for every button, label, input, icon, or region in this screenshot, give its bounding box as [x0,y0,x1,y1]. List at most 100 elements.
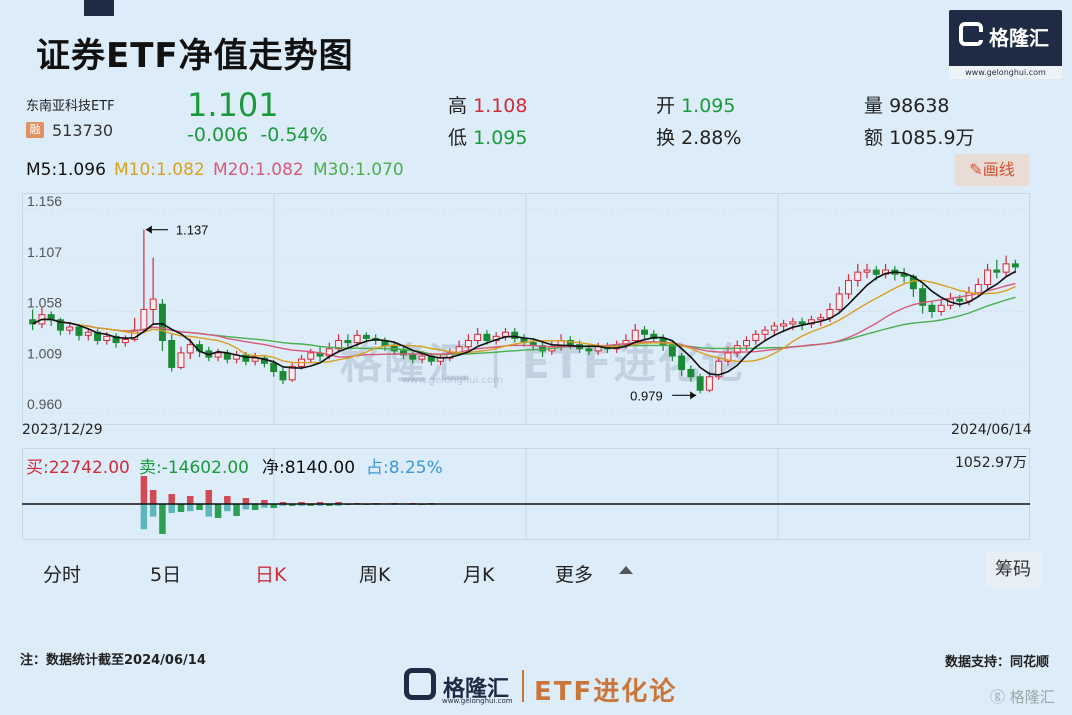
candle-body [752,333,760,342]
candle-body [585,348,593,352]
tab-5day[interactable]: 5日 [150,564,182,586]
candle-body [919,288,927,306]
footer-series: ETF进化论 [534,677,678,707]
candle-body [103,335,111,342]
draw-line-button[interactable]: ✎画线 [955,154,1029,186]
annotation-low: 0.979 [630,388,663,403]
candle [882,263,890,279]
candle [501,328,509,341]
caret-up-icon[interactable] [619,566,633,574]
candle [29,309,37,331]
y-tick-3: 1.009 [27,345,62,361]
open-label: 开 [656,95,676,117]
candle [270,360,278,377]
candle [770,321,778,337]
candle [715,357,723,380]
data-source: 数据支持：同花顺 [945,655,1050,670]
candle [233,350,241,364]
corner-watermark: ⓖ 格隆汇 [990,686,1055,707]
candle [845,274,852,300]
flow-bar [261,500,268,504]
high-label: 高 [448,95,468,117]
watermark-url: www.gelonghui.com [402,375,503,386]
flow-bar [316,502,324,504]
tab-intraday[interactable]: 分时 [43,564,82,586]
flow-bar-cyan [261,504,268,508]
candle [900,268,908,283]
y-tick-1: 1.107 [27,244,62,260]
change-percent: -0.54% [260,124,328,146]
candle-body [696,376,704,391]
candle-body [974,284,982,294]
flow-bar-cyan [140,504,148,530]
candle-body [724,352,732,362]
flow-bar-cyan [149,504,157,517]
candle-body [149,298,157,310]
footer-brand: 格隆汇 [443,677,510,702]
candle [121,335,129,347]
footer-g-icon [404,668,436,700]
candle-body [270,362,278,373]
etf-name: 东南亚科技ETF [26,99,115,114]
candle [835,286,843,314]
flow-bar-cyan [316,504,324,506]
candle [650,330,658,343]
flow-bar [159,504,166,534]
data-note: 注：数据统计截至2024/06/14 [20,653,206,668]
candle [928,301,936,318]
corner-block [84,0,114,16]
candle-body [158,303,166,341]
stat-low: 低 1.095 [448,123,527,150]
candle-body [705,376,713,391]
candlestick-chart[interactable]: 1.156 1.107 1.058 1.009 0.960 1.137 0.979 [22,193,1030,425]
candle-body [66,326,74,331]
candle [168,334,176,372]
candle-body [650,333,658,339]
low-value: 1.095 [473,127,528,149]
candle-body [872,269,880,275]
flow-bar-cyan [242,504,250,510]
candle-body [335,340,343,350]
candle [75,323,83,341]
tab-monthly-k[interactable]: 月K [463,564,495,586]
footer-divider [522,670,524,702]
brand-name: 格隆汇 [989,26,1049,50]
candle-body [900,273,908,277]
date-end: 2024/06/14 [951,422,1032,438]
chips-button[interactable]: 筹码 [985,552,1041,588]
candle-body [501,331,509,337]
candle [437,353,445,366]
flow-bar [196,504,203,510]
candle [761,326,769,341]
volume-label: 量 [864,95,884,117]
candle [984,263,992,289]
tab-more[interactable]: 更多 [555,564,594,586]
candle [993,259,1001,279]
candle [687,365,695,382]
annotation-arrowhead-high [145,225,152,234]
brand-g-icon [959,22,983,46]
buy-amount: 买:22742.00 [26,458,130,478]
flow-bar [326,504,333,506]
flow-bar [335,502,342,504]
stat-volume: 量 98638 [864,91,950,118]
candle [696,373,704,394]
candle-body [474,333,482,342]
candle-body [112,335,120,344]
candle-body [733,345,741,354]
candle-body [214,352,222,358]
tab-weekly-k[interactable]: 周K [359,564,391,586]
flow-bar [186,496,194,504]
amount-value: 1085.9万 [889,127,975,149]
footer-url: www.gelonghui.com [442,697,513,705]
candle-body [687,369,695,378]
candle-body [362,334,370,339]
candle-body [483,333,491,342]
flow-bar [307,504,315,506]
flow-bar [279,502,287,504]
candle [149,257,157,325]
tab-daily-k[interactable]: 日K [255,564,287,586]
brand-url: www.gelonghui.com [949,66,1062,79]
candle-body [678,355,686,371]
candle [158,299,166,351]
